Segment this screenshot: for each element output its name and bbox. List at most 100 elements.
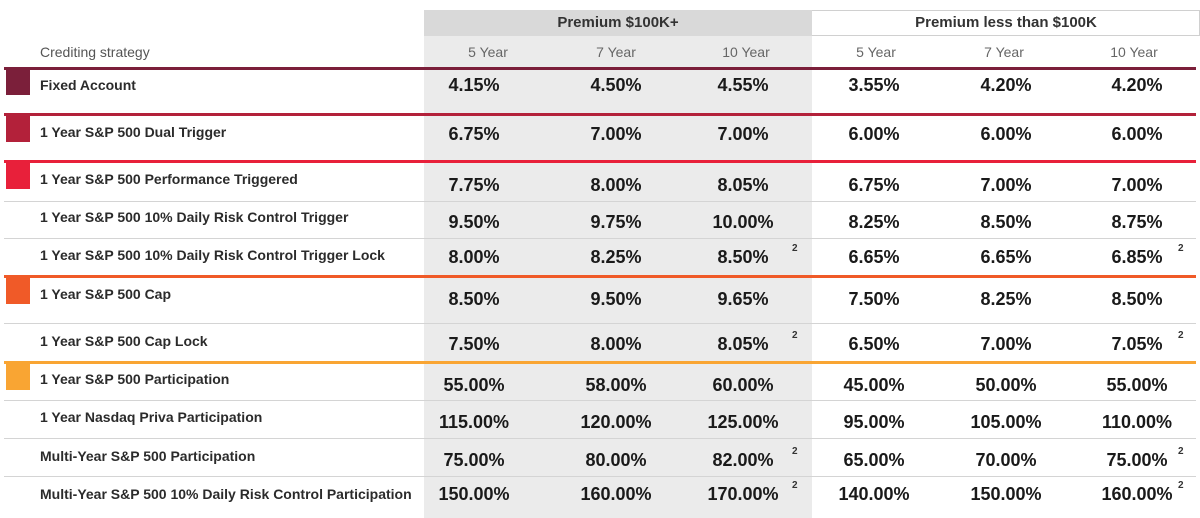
rate-high-7yr: 9.50% <box>590 289 642 309</box>
rate-low-5yr: 6.75% <box>848 175 900 195</box>
rate-high-5yr: 115.00% <box>438 412 510 432</box>
rate-high-5yr: 7.50% <box>448 334 500 354</box>
rate-high-5yr: 8.50% <box>448 289 500 309</box>
rate-high-10yr: 8.05% <box>717 334 769 354</box>
rate-low-10yr: 55.00% <box>1106 375 1168 395</box>
rate-low-7yr: 8.25% <box>980 289 1032 309</box>
rate-low-7yr: 4.20% <box>980 75 1032 95</box>
rate-low-10yr: 8.75% <box>1111 212 1163 232</box>
column-header-high-5yr: 5 Year <box>468 44 508 60</box>
rate-high-5yr: 9.50% <box>448 212 500 232</box>
rate-low-10yr: 7.00% <box>1111 175 1163 195</box>
rate-low-5yr: 6.00% <box>848 124 900 144</box>
group-header-premium-high: Premium $100K+ <box>557 14 679 31</box>
rate-low-7yr: 7.00% <box>980 334 1032 354</box>
rate-low-10yr: 160.00% <box>1101 484 1173 504</box>
swatch-performance <box>6 163 30 189</box>
section-divider-participation <box>4 361 1196 364</box>
rate-low-5yr: 95.00% <box>843 412 905 432</box>
rate-high-7yr: 8.25% <box>590 247 642 267</box>
rate-low-10yr: 7.05% <box>1111 334 1163 354</box>
column-header-low-7yr: 7 Year <box>984 44 1024 60</box>
row-label-cap: 1 Year S&P 500 Cap <box>40 286 172 302</box>
column-header-strategy: Crediting strategy <box>40 44 150 60</box>
rate-high-10yr: 125.00% <box>707 412 779 432</box>
row-divider <box>4 201 1196 202</box>
row-label-participation: 1 Year S&P 500 Participation <box>40 371 230 387</box>
footnote-marker: 2 <box>1178 480 1184 491</box>
rate-low-10yr: 75.00% <box>1106 450 1168 470</box>
rate-low-5yr: 65.00% <box>843 450 905 470</box>
row-label-dual-trigger: 1 Year S&P 500 Dual Trigger <box>40 124 227 140</box>
section-divider-dual-trigger <box>4 113 1196 116</box>
rate-high-10yr: 9.65% <box>717 289 769 309</box>
rate-low-10yr: 6.85% <box>1111 247 1163 267</box>
rate-high-7yr: 7.00% <box>590 124 642 144</box>
rate-low-7yr: 50.00% <box>975 375 1037 395</box>
rate-high-5yr: 75.00% <box>443 450 505 470</box>
rate-low-7yr: 6.65% <box>980 247 1032 267</box>
rate-low-10yr: 110.00% <box>1101 412 1173 432</box>
rate-high-7yr: 8.00% <box>590 175 642 195</box>
rate-high-5yr: 55.00% <box>443 375 505 395</box>
rate-low-10yr: 8.50% <box>1111 289 1163 309</box>
rate-low-7yr: 7.00% <box>980 175 1032 195</box>
premium-low-header-box <box>812 10 1200 36</box>
section-divider-cap <box>4 275 1196 278</box>
row-divider <box>4 323 1196 324</box>
group-header-premium-low: Premium less than $100K <box>915 14 1097 31</box>
rate-high-10yr: 82.00% <box>712 450 774 470</box>
footnote-marker: 2 <box>1178 243 1184 254</box>
rate-low-7yr: 70.00% <box>975 450 1037 470</box>
row-divider <box>4 238 1196 239</box>
column-header-high-10yr: 10 Year <box>722 44 770 60</box>
rate-low-7yr: 150.00% <box>970 484 1042 504</box>
row-divider <box>4 476 1196 477</box>
rate-low-5yr: 8.25% <box>848 212 900 232</box>
rate-high-7yr: 8.00% <box>590 334 642 354</box>
rate-low-5yr: 6.50% <box>848 334 900 354</box>
swatch-cap <box>6 278 30 304</box>
footnote-marker: 2 <box>792 330 798 341</box>
column-header-low-10yr: 10 Year <box>1110 44 1158 60</box>
row-label-multi-year-risk-control: Multi-Year S&P 500 10% Daily Risk Contro… <box>40 486 412 502</box>
row-divider <box>4 438 1196 439</box>
rate-high-10yr: 7.00% <box>717 124 769 144</box>
rate-high-5yr: 6.75% <box>448 124 500 144</box>
rate-high-7yr: 120.00% <box>580 412 652 432</box>
row-label-multi-year-participation: Multi-Year S&P 500 Participation <box>40 448 256 464</box>
rate-high-10yr: 170.00% <box>707 484 779 504</box>
rate-high-7yr: 9.75% <box>590 212 642 232</box>
row-label-nasdaq-priva: 1 Year Nasdaq Priva Participation <box>40 409 263 425</box>
footnote-marker: 2 <box>1178 446 1184 457</box>
rate-high-10yr: 4.55% <box>717 75 769 95</box>
swatch-participation <box>6 364 30 390</box>
rate-high-7yr: 4.50% <box>590 75 642 95</box>
rate-high-5yr: 150.00% <box>438 484 510 504</box>
rate-low-7yr: 105.00% <box>970 412 1042 432</box>
rate-low-5yr: 7.50% <box>848 289 900 309</box>
row-label-risk-control-trigger-lock: 1 Year S&P 500 10% Daily Risk Control Tr… <box>40 247 385 263</box>
premium-high-header-bg <box>424 10 812 36</box>
rate-high-5yr: 8.00% <box>448 247 500 267</box>
column-header-low-5yr: 5 Year <box>856 44 896 60</box>
rate-high-7yr: 58.00% <box>585 375 647 395</box>
rate-high-5yr: 4.15% <box>448 75 500 95</box>
premium-high-shade <box>424 10 812 518</box>
row-divider <box>4 400 1196 401</box>
rate-low-7yr: 6.00% <box>980 124 1032 144</box>
section-divider-performance <box>4 160 1196 163</box>
column-header-high-7yr: 7 Year <box>596 44 636 60</box>
row-label-performance-triggered: 1 Year S&P 500 Performance Triggered <box>40 171 298 187</box>
swatch-dual-trigger <box>6 116 30 142</box>
footnote-marker: 2 <box>792 480 798 491</box>
rate-low-5yr: 45.00% <box>843 375 905 395</box>
rate-low-5yr: 6.65% <box>848 247 900 267</box>
footnote-marker: 2 <box>792 243 798 254</box>
rate-low-5yr: 140.00% <box>838 484 910 504</box>
rate-high-5yr: 7.75% <box>448 175 500 195</box>
swatch-fixed <box>6 69 30 95</box>
rate-low-7yr: 8.50% <box>980 212 1032 232</box>
row-label-cap-lock: 1 Year S&P 500 Cap Lock <box>40 333 208 349</box>
rate-low-10yr: 4.20% <box>1111 75 1163 95</box>
